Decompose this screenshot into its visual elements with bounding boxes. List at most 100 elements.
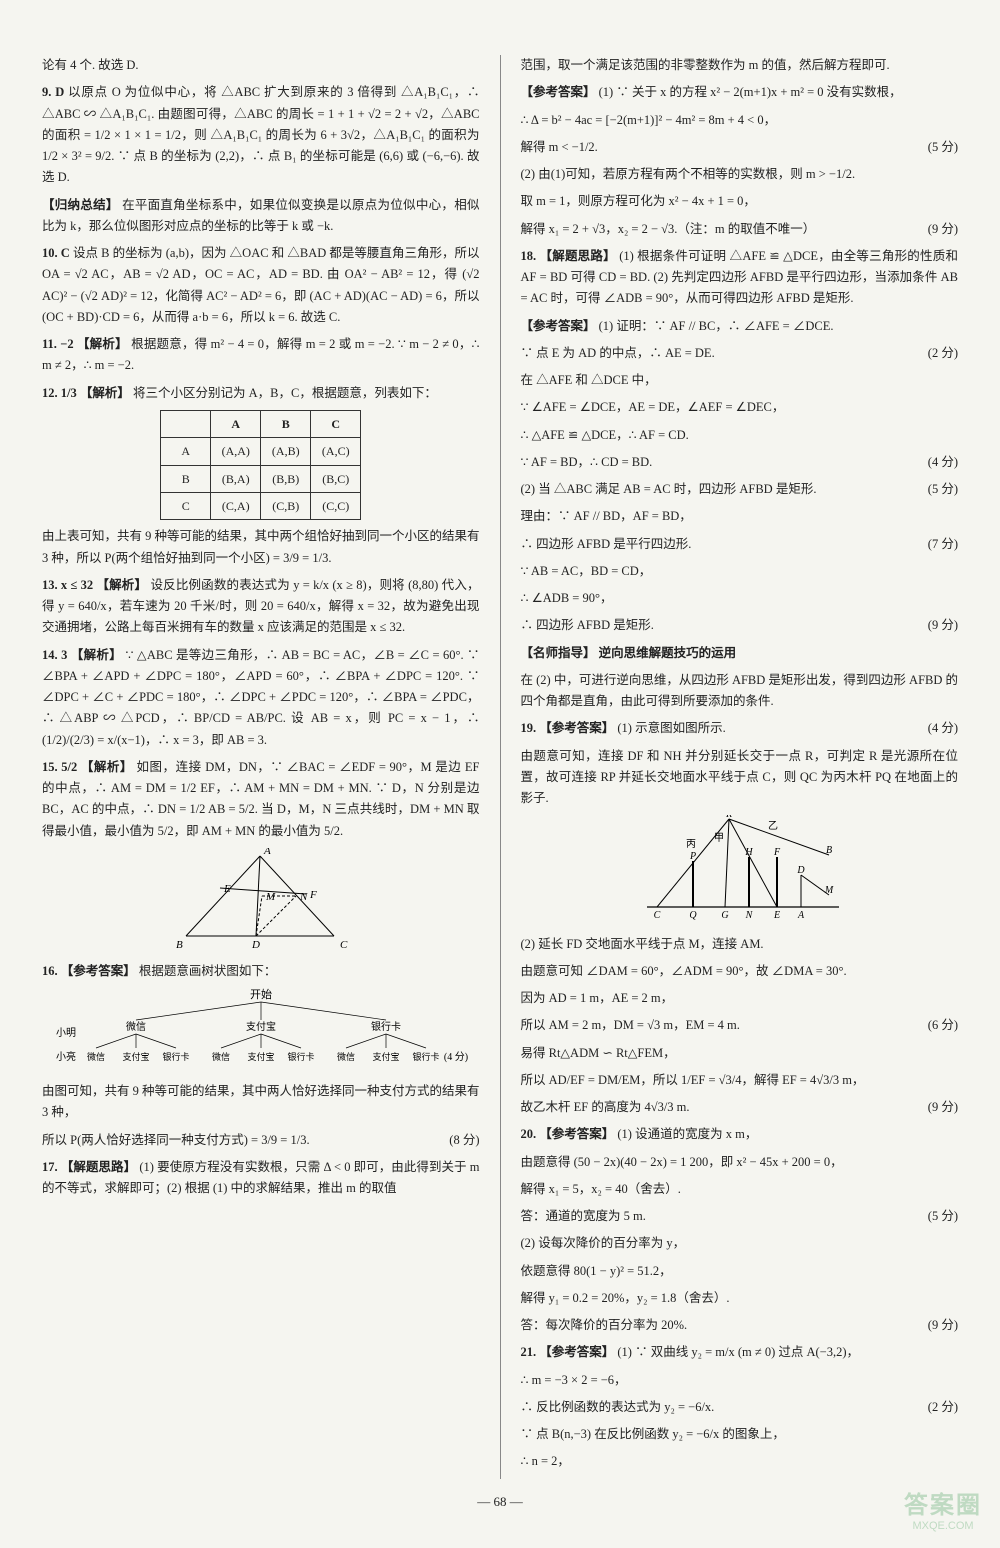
txt: 解得 x₁ = 2 + √3，x₂ = 2 − √3.（注：m 的取值不唯一） — [521, 222, 816, 236]
table-row: C (C,A) (C,B) (C,C) — [161, 492, 361, 519]
td: A — [161, 438, 211, 465]
table-row: A B C — [161, 410, 361, 437]
q18-p6: ∵ AF = BD，∴ CD = BD. (4 分) — [521, 452, 959, 473]
q12-intro: 将三个小区分别记为 A，B，C，根据题意，列表如下： — [133, 386, 437, 400]
q17r-l4: (2) 由(1)可知，若原方程有两个不相等的实数根，则 m > −1/2. — [521, 164, 959, 185]
score: (4 分) — [928, 718, 958, 739]
svg-text:银行卡: 银行卡 — [162, 1051, 189, 1062]
page-number: — 68 — — [42, 1491, 958, 1513]
svg-text:乙: 乙 — [768, 820, 778, 832]
td: (C,B) — [261, 492, 311, 519]
q18-p9: ∴ 四边形 AFBD 是平行四边形. (7 分) — [521, 534, 959, 555]
td: (A,A) — [211, 438, 261, 465]
q18-p10: ∵ AB = AC，BD = CD， — [521, 561, 959, 582]
svg-text:B: B — [826, 845, 832, 856]
q20-p7: 解得 y₁ = 0.2 = 20%，y₂ = 1.8（舍去）. — [521, 1288, 959, 1309]
q14-label: 【解析】 — [71, 648, 122, 662]
score: (9 分) — [928, 1315, 958, 1336]
q21-p3: ∴ 反比例函数的表达式为 y₂ = −6/x. (2 分) — [521, 1397, 959, 1418]
q19-p3: (2) 延长 FD 交地面水平线于点 M，连接 AM. — [521, 934, 959, 955]
pre-right: 范围，取一个满足该范围的非零整数作为 m 的值，然后解方程即可. — [521, 55, 959, 76]
q21-num: 21. — [521, 1345, 537, 1359]
svg-text:甲: 甲 — [714, 833, 724, 844]
q11: 11. −2 【解析】 根据题意，得 m² − 4 = 0，解得 m = 2 或… — [42, 334, 480, 377]
txt: 所以 AM = 2 m，DM = √3 m，EM = 4 m. — [521, 1018, 740, 1032]
q18-label3: 【名师指导】 逆向思维解题技巧的运用 — [521, 646, 737, 660]
td: (B,C) — [311, 465, 361, 492]
q17r-l6: 解得 x₁ = 2 + √3，x₂ = 2 − √3.（注：m 的取值不唯一） … — [521, 219, 959, 240]
q17r-l2: ∴ Δ = b² − 4ac = [−2(m+1)]² − 4m² = 8m +… — [521, 110, 959, 131]
q19-p5: 因为 AD = 1 m，AE = 2 m， — [521, 988, 959, 1009]
td: B — [161, 465, 211, 492]
q19-p7: 易得 Rt△ADM ∽ Rt△FEM， — [521, 1043, 959, 1064]
q19-p8: 所以 AD/EF = DM/EM，所以 1/EF = √3/4，解得 EF = … — [521, 1070, 959, 1091]
q15-num: 15. 5/2 — [42, 760, 77, 774]
score: (4 分) — [928, 452, 958, 473]
txt: 故乙木杆 EF 的高度为 4√3/3 m. — [521, 1100, 690, 1114]
q18-teacher: 【名师指导】 逆向思维解题技巧的运用 — [521, 643, 959, 664]
q20-p8: 答：每次降价的百分率为 20%. (9 分) — [521, 1315, 959, 1336]
q14-body: ∵ △ABC 是等边三角形，∴ AB = BC = AC，∠B = ∠C = 6… — [42, 648, 480, 747]
q17-num: 17. — [42, 1160, 58, 1174]
svg-text:开始: 开始 — [250, 988, 272, 1001]
q18-p12: ∴ 四边形 AFBD 是矩形. (9 分) — [521, 615, 959, 636]
q12-table: A B C A (A,A) (A,B) (A,C) B (B,A) (B,B) … — [160, 410, 361, 521]
q16-score: (8 分) — [449, 1130, 479, 1151]
tree-diagram: 开始小明小亮微信支付宝银行卡微信支付宝银行卡微信支付宝银行卡微信支付宝银行卡(4… — [46, 988, 476, 1068]
table-row: B (B,A) (B,B) (B,C) — [161, 465, 361, 492]
q19-p9: 故乙木杆 EF 的高度为 4√3/3 m. (9 分) — [521, 1097, 959, 1118]
q12-after: 由上表可知，共有 9 种等可能的结果，其中两个组恰好抽到同一个小区的结果有 3 … — [42, 526, 480, 569]
page-columns: 论有 4 个. 故选 D. 9. D 以原点 O 为位似中心，将 △ABC 扩大… — [42, 55, 958, 1479]
td: C — [161, 492, 211, 519]
score: (5 分) — [928, 1206, 958, 1227]
svg-text:微信: 微信 — [87, 1051, 105, 1062]
svg-text:A: A — [263, 848, 271, 857]
svg-text:丙: 丙 — [686, 839, 696, 850]
q18-p2: ∵ 点 E 为 AD 的中点，∴ AE = DE. (2 分) — [521, 343, 959, 364]
q17: 17. 【解题思路】 (1) 要使原方程没有实数根，只需 Δ < 0 即可，由此… — [42, 1157, 480, 1200]
svg-text:G: G — [722, 910, 729, 920]
svg-text:微信: 微信 — [126, 1020, 146, 1033]
q12-num: 12. 1/3 — [42, 386, 77, 400]
txt: ∵ AF = BD，∴ CD = BD. — [521, 455, 653, 469]
svg-text:支付宝: 支付宝 — [247, 1051, 274, 1062]
q21-p2: ∴ m = −3 × 2 = −6， — [521, 1370, 959, 1391]
q16-tree: 开始小明小亮微信支付宝银行卡微信支付宝银行卡微信支付宝银行卡微信支付宝银行卡(4… — [42, 988, 480, 1075]
svg-text:D: D — [797, 865, 806, 876]
th: B — [261, 410, 311, 437]
svg-text:R: R — [725, 815, 732, 820]
txt: 答：每次降价的百分率为 20%. — [521, 1318, 688, 1332]
q17-label: 【解题思路】 — [61, 1160, 136, 1174]
q16-conc: 所以 P(两人恰好选择同一种支付方式) = 3/9 = 1/3. (8 分) — [42, 1130, 480, 1151]
svg-text:N: N — [299, 891, 308, 903]
svg-text:(4 分): (4 分) — [444, 1051, 468, 1063]
score: (5 分) — [928, 137, 958, 158]
q13: 13. x ≤ 32 【解析】 设反比例函数的表达式为 y = k/x (x ≥… — [42, 575, 480, 639]
q9-note: 【归纳总结】 在平面直角坐标系中，如果位似变换是以原点为位似中心，相似比为 k，… — [42, 195, 480, 238]
svg-text:C: C — [340, 939, 348, 948]
q16: 16. 【参考答案】 根据题意画树状图如下： — [42, 961, 480, 982]
q19-p6: 所以 AM = 2 m，DM = √3 m，EM = 4 m. (6 分) — [521, 1015, 959, 1036]
score: (5 分) — [928, 479, 958, 500]
svg-text:支付宝: 支付宝 — [246, 1020, 276, 1033]
q19-p2: 由题意可知，连接 DF 和 NH 并分别延长交于一点 R，可判定 R 是光源所在… — [521, 746, 959, 810]
txt: (1) 设通道的宽度为 x m， — [617, 1127, 757, 1141]
q9-num: 9. D — [42, 85, 64, 99]
q18-p11: ∴ ∠ADB = 90°， — [521, 588, 959, 609]
td: (C,C) — [311, 492, 361, 519]
svg-text:银行卡: 银行卡 — [412, 1051, 439, 1062]
q20-p3: 解得 x₁ = 5，x₂ = 40（舍去）. — [521, 1179, 959, 1200]
q18-body3: 在 (2) 中，可进行逆向思维，从四边形 AFBD 是矩形出发，得到四边形 AF… — [521, 670, 959, 713]
q20-p2: 由题意得 (50 − 2x)(40 − 2x) = 1 200，即 x² − 4… — [521, 1152, 959, 1173]
q20: 20. 【参考答案】 (1) 设通道的宽度为 x m， — [521, 1124, 959, 1145]
txt: ∵ 点 E 为 AD 的中点，∴ AE = DE. — [521, 346, 715, 360]
left-column: 论有 4 个. 故选 D. 9. D 以原点 O 为位似中心，将 △ABC 扩大… — [42, 55, 480, 1479]
svg-text:P: P — [689, 851, 696, 862]
svg-text:M: M — [265, 891, 276, 903]
score: (2 分) — [928, 1397, 958, 1418]
light-diagram: CQGNEAMPHFDBR甲乙丙 — [619, 815, 859, 920]
svg-text:N: N — [745, 910, 754, 920]
q18-label1: 【解题思路】 — [539, 249, 615, 263]
q21: 21. 【参考答案】 (1) ∵ 双曲线 y₂ = m/x (m ≠ 0) 过点… — [521, 1342, 959, 1363]
txt: ∴ 四边形 AFBD 是平行四边形. — [521, 537, 692, 551]
